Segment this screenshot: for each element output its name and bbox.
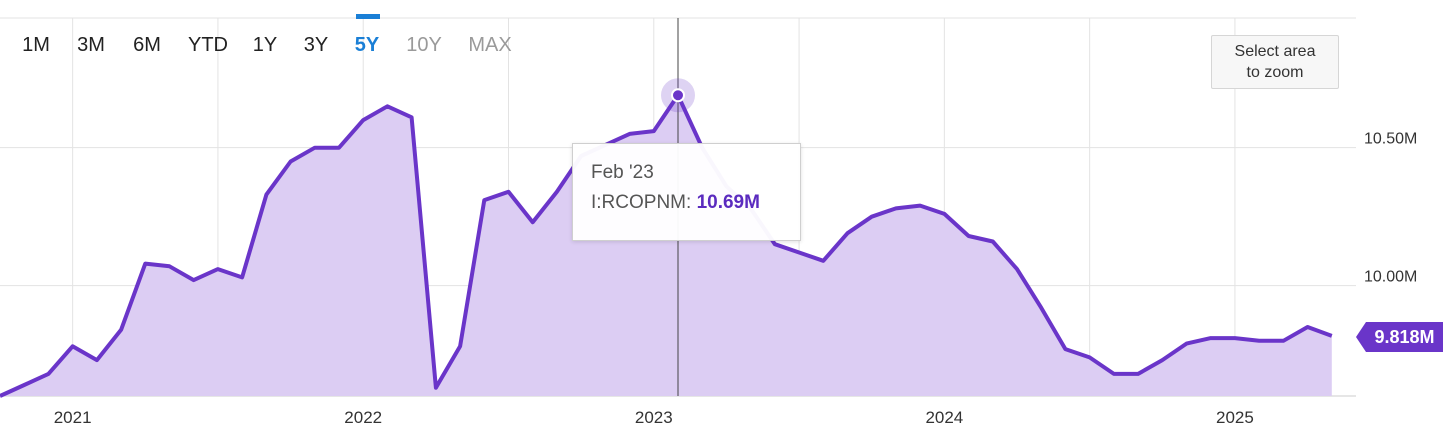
zoom-label-line1: Select area xyxy=(1234,43,1316,60)
tooltip-series-row: I:RCOPNM: 10.69M xyxy=(591,192,800,214)
range-button-1y[interactable]: 1Y xyxy=(253,34,277,56)
tooltip-series-label: I:RCOPNM: xyxy=(591,192,692,213)
x-tick-2021: 2021 xyxy=(54,408,92,427)
tooltip-value: 10.69M xyxy=(696,192,760,213)
range-selector: 1M 3M 6M YTD 1Y 3Y 5Y 10Y MAX xyxy=(22,34,512,56)
y-tick-0: 10.00M xyxy=(1364,269,1417,286)
active-range-indicator xyxy=(356,14,380,19)
range-button-3m[interactable]: 3M xyxy=(77,34,105,56)
range-button-ytd[interactable]: YTD xyxy=(188,34,228,56)
y-axis: 10.00M 10.50M xyxy=(1364,131,1417,286)
range-button-6m[interactable]: 6M xyxy=(133,34,161,56)
range-button-max[interactable]: MAX xyxy=(468,34,511,56)
zoom-label-line2: to zoom xyxy=(1246,64,1304,81)
range-button-10y[interactable]: 10Y xyxy=(406,34,442,56)
tooltip: Feb '23 I:RCOPNM: 10.69M xyxy=(572,143,801,241)
x-axis-ticks: 2021 2022 2023 2024 2025 xyxy=(54,408,1254,427)
x-tick-2024: 2024 xyxy=(925,408,963,427)
x-tick-2022: 2022 xyxy=(344,408,382,427)
last-value-arrow xyxy=(1356,322,1366,352)
tooltip-date: Feb '23 xyxy=(591,162,654,183)
x-tick-2023: 2023 xyxy=(635,408,673,427)
range-button-1m[interactable]: 1M xyxy=(22,34,50,56)
last-value-badge: 9.818M xyxy=(1366,322,1443,352)
highlight-point[interactable] xyxy=(671,88,685,103)
series-line xyxy=(0,93,1333,398)
y-tick-1: 10.50M xyxy=(1364,131,1417,148)
x-tick-2025: 2025 xyxy=(1216,408,1254,427)
range-button-3y[interactable]: 3Y xyxy=(304,34,328,56)
series-area xyxy=(0,95,1332,397)
select-area-zoom-button[interactable]: Select area to zoom xyxy=(1211,35,1339,89)
chart-svg[interactable]: 2021 2022 2023 2024 2025 1M 3M 6M YTD 1Y 3Y 5Y 10Y M… xyxy=(0,0,1356,432)
range-button-5y[interactable]: 5Y xyxy=(355,34,380,56)
